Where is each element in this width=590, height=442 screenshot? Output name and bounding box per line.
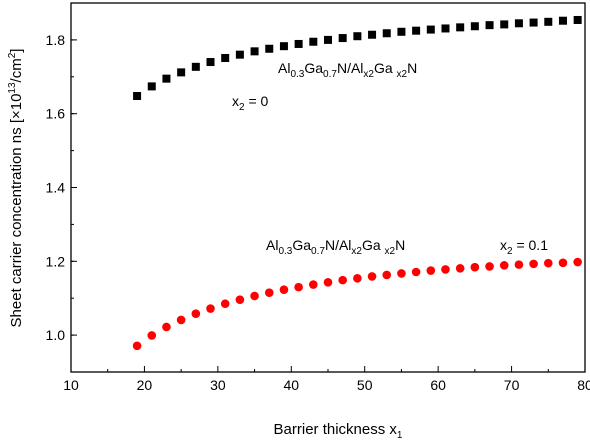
data-point-circle bbox=[411, 267, 421, 277]
data-point-circle bbox=[558, 258, 568, 268]
data-point-circle bbox=[191, 309, 201, 318]
data-point-square bbox=[353, 32, 362, 41]
data-point-square bbox=[250, 47, 259, 56]
x-axis-title: Barrier thickness x1 bbox=[274, 421, 403, 441]
data-point-square bbox=[338, 34, 347, 43]
data-point-square bbox=[573, 15, 582, 24]
x-tick-label: 50 bbox=[357, 377, 373, 393]
data-point-square bbox=[162, 74, 171, 83]
data-point-circle bbox=[235, 295, 245, 304]
x-tick-label: 40 bbox=[283, 377, 299, 393]
x-tick-label: 20 bbox=[137, 377, 153, 393]
data-point-circle bbox=[397, 269, 406, 278]
data-point-square bbox=[309, 37, 318, 46]
data-point-circle bbox=[455, 264, 465, 273]
y-tick-label: 1.4 bbox=[46, 180, 66, 196]
data-point-square bbox=[221, 53, 230, 62]
data-point-square bbox=[426, 25, 435, 34]
data-point-circle bbox=[309, 280, 318, 289]
data-point-square bbox=[206, 58, 215, 67]
data-point-square bbox=[191, 62, 200, 71]
annotation-bottom-formula: Al0.3Ga0.7N/Alx2Ga x2N bbox=[266, 237, 405, 257]
y-tick-label: 1.2 bbox=[46, 253, 66, 269]
data-point-circle bbox=[485, 262, 494, 271]
x-tick-label: 10 bbox=[63, 377, 79, 393]
data-point-circle bbox=[543, 258, 553, 268]
data-point-square bbox=[368, 30, 377, 39]
data-point-circle bbox=[132, 341, 142, 351]
data-point-circle bbox=[147, 331, 157, 340]
data-point-square bbox=[529, 18, 538, 27]
data-point-circle bbox=[264, 288, 274, 297]
data-point-circle bbox=[573, 257, 582, 267]
plot-area bbox=[70, 2, 586, 373]
annotation-top-x2: x2 = 0 bbox=[232, 93, 269, 113]
data-point-square bbox=[133, 91, 142, 100]
data-point-circle bbox=[426, 266, 436, 275]
data-point-square bbox=[397, 27, 406, 36]
data-point-circle bbox=[338, 275, 347, 285]
x-tick-label: 70 bbox=[504, 377, 520, 393]
data-point-circle bbox=[323, 278, 333, 287]
data-point-circle bbox=[162, 322, 171, 332]
y-tick-label: 1.6 bbox=[46, 106, 66, 122]
annotation-bottom-x2: x2 = 0.1 bbox=[500, 237, 548, 257]
y-axis-ticks: 1.0 1.2 1.4 1.6 1.8 bbox=[46, 2, 77, 373]
y-tick-label: 1.8 bbox=[46, 32, 66, 48]
data-point-circle bbox=[529, 259, 538, 269]
data-point-square bbox=[147, 82, 156, 91]
annotation-top-formula: Al0.3Ga0.7N/Alx2Ga x2N bbox=[278, 60, 417, 80]
data-point-circle bbox=[367, 272, 377, 281]
data-point-square bbox=[235, 50, 244, 59]
data-point-square bbox=[294, 39, 303, 48]
data-point-circle bbox=[250, 291, 259, 301]
data-point-circle bbox=[220, 299, 230, 309]
data-point-square bbox=[279, 42, 288, 51]
data-point-circle bbox=[382, 270, 392, 280]
series-red-circles bbox=[132, 257, 582, 351]
data-point-square bbox=[382, 29, 391, 38]
data-point-circle bbox=[514, 260, 524, 269]
x-tick-label: 80 bbox=[577, 377, 590, 393]
data-point-square bbox=[514, 19, 523, 28]
data-point-circle bbox=[294, 282, 303, 292]
y-tick-label: 1.0 bbox=[46, 327, 66, 343]
data-point-square bbox=[324, 35, 332, 44]
data-point-circle bbox=[470, 262, 480, 272]
data-point-circle bbox=[441, 265, 450, 274]
x-tick-label: 30 bbox=[210, 377, 226, 393]
data-point-circle bbox=[499, 261, 509, 270]
x-tick-label: 60 bbox=[430, 377, 446, 393]
x-axis-ticks: 10 20 30 40 50 60 70 80 bbox=[63, 366, 590, 393]
data-point-square bbox=[412, 26, 421, 35]
data-point-square bbox=[177, 68, 186, 77]
data-point-square bbox=[558, 16, 567, 25]
data-point-circle bbox=[279, 285, 289, 295]
data-point-square bbox=[485, 21, 494, 30]
data-point-circle bbox=[176, 315, 186, 325]
y-axis-title: Sheet carrier concentration ns [×1013/cm… bbox=[7, 49, 25, 328]
series-black-squares bbox=[133, 15, 582, 100]
data-point-square bbox=[470, 22, 479, 31]
data-point-square bbox=[265, 44, 274, 53]
data-point-square bbox=[544, 17, 553, 26]
data-point-square bbox=[500, 20, 509, 29]
data-point-circle bbox=[353, 273, 362, 283]
data-point-square bbox=[441, 24, 450, 33]
data-point-square bbox=[456, 23, 465, 32]
data-point-circle bbox=[206, 304, 215, 313]
